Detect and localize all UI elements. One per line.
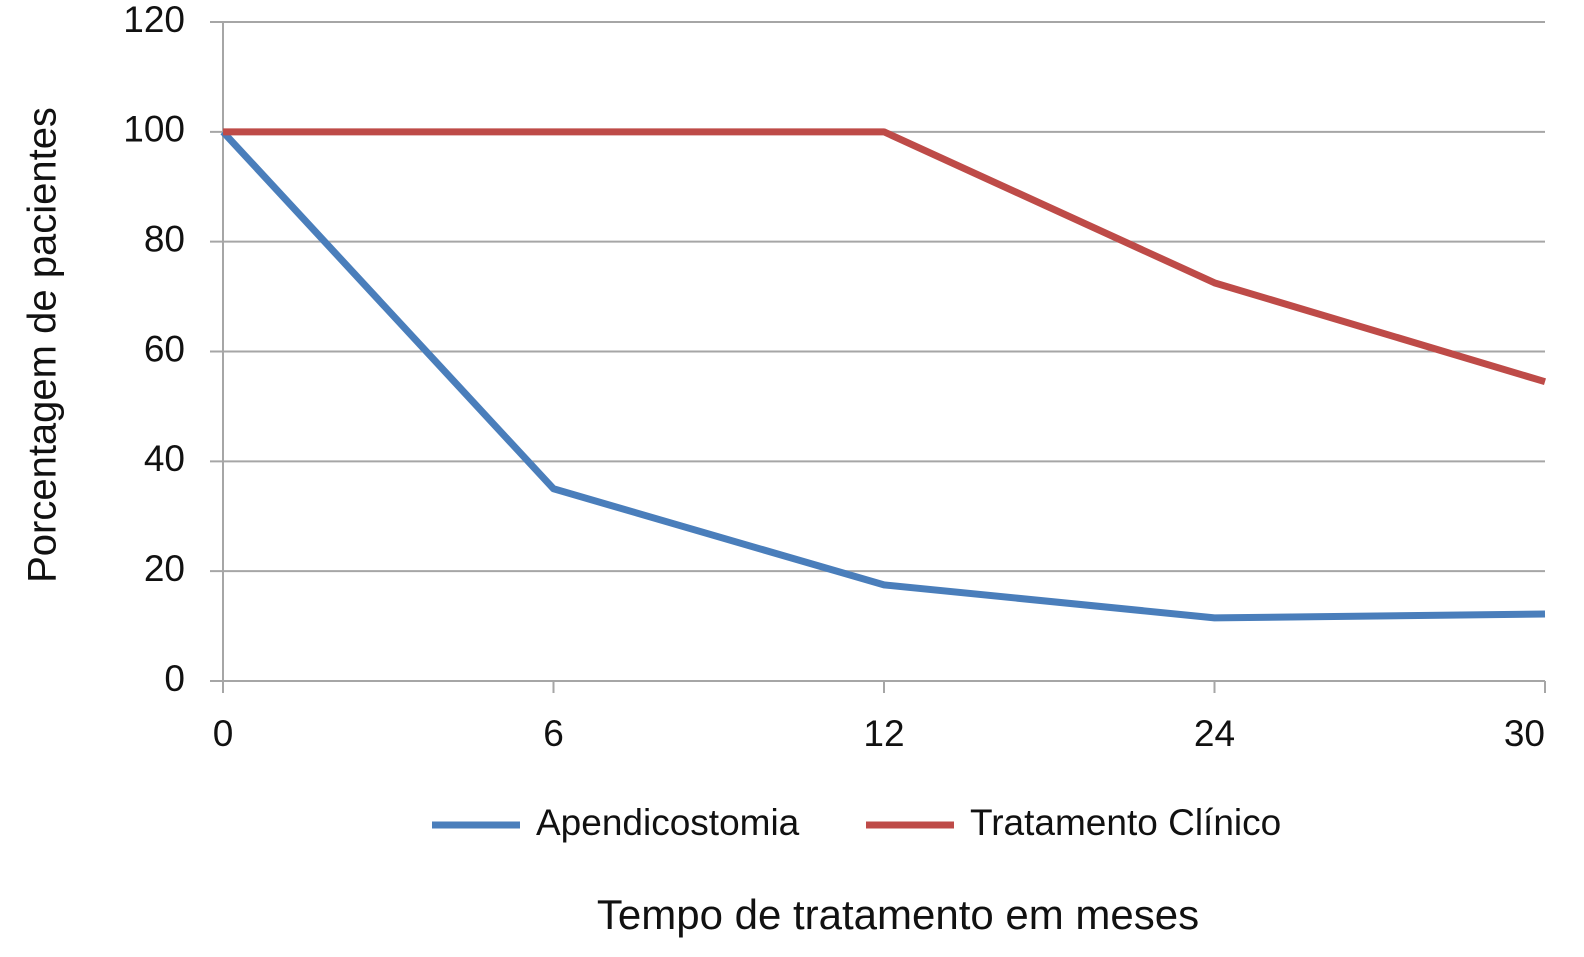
- series-line: [220, 129, 1546, 622]
- x-tick-label: 24: [1194, 713, 1235, 754]
- x-tick-label: 0: [213, 713, 234, 754]
- legend-label: Tratamento Clínico: [970, 802, 1281, 843]
- y-tick-label: 0: [164, 658, 185, 699]
- x-tick-label: 30: [1504, 713, 1545, 754]
- y-tick-label: 100: [123, 109, 185, 150]
- series-line: [223, 128, 1547, 386]
- x-tick-label: 12: [863, 713, 904, 754]
- y-axis-title: Porcentagem de pacientes: [21, 107, 65, 583]
- x-tick-label: 6: [543, 713, 564, 754]
- y-tick-label: 60: [144, 328, 185, 369]
- x-axis-title: Tempo de tratamento em meses: [597, 891, 1199, 938]
- y-tick-label: 40: [144, 438, 185, 479]
- y-tick-label: 120: [123, 0, 185, 40]
- y-tick-label: 80: [144, 218, 185, 259]
- y-tick-label: 20: [144, 548, 185, 589]
- legend-label: Apendicostomia: [536, 802, 800, 843]
